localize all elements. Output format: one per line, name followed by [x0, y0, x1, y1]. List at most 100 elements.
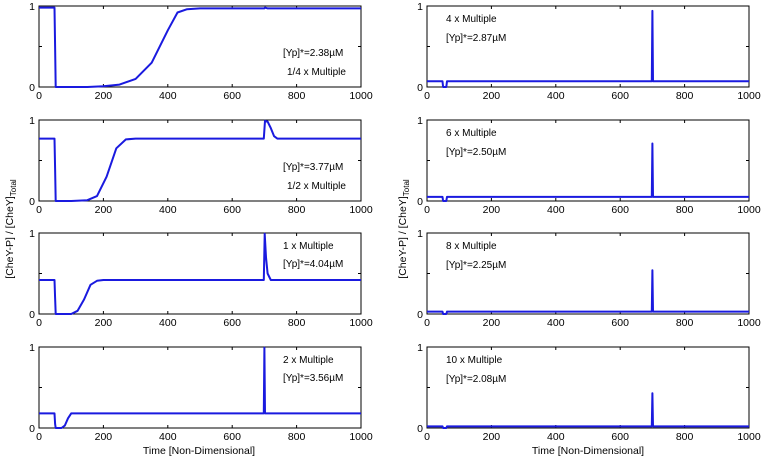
- subplot: 0 200 400 600 800 1000 0 1 6 x Multiple [Yp]*=2.5…: [417, 115, 761, 216]
- subplot: 0 200 400 600 800 1000 0 1 [Yp]*=3.56µM 2 x Multi…: [29, 342, 373, 443]
- y-tick-label: 0: [29, 196, 35, 208]
- y-tick-label: 1: [29, 342, 35, 354]
- y-tick-label: 1: [29, 228, 35, 240]
- plot-area: [426, 232, 750, 315]
- x-tick-label: 800: [676, 317, 694, 329]
- x-tick-label: 600: [611, 317, 629, 329]
- x-tick-label: 800: [288, 317, 306, 329]
- steady-state-label: [Yp]*=4.04µM: [283, 259, 343, 270]
- y-tick-label: 1: [417, 342, 423, 354]
- subplot: 0 200 400 600 800 1000 0 1 8 x Multiple [Yp]*=2.2…: [417, 228, 761, 329]
- x-tick-label: 1000: [737, 431, 761, 443]
- x-tick-label: 200: [483, 90, 501, 102]
- plot-area: [426, 119, 750, 202]
- y-axis-label-right: [CheY-P] / [CheY]Total: [397, 179, 411, 279]
- series-line-cheyp: [39, 6, 361, 88]
- y-axis-label-left: [CheY-P] / [CheY]Total: [4, 179, 18, 279]
- y-tick-label: 1: [417, 115, 423, 127]
- x-tick-label: 600: [223, 90, 241, 102]
- subplot: 0 200 400 600 800 1000 0 1 4 x Multiple [Yp]*=2.8…: [417, 1, 761, 102]
- steady-state-label: [Yp]*=2.87µM: [446, 33, 506, 44]
- plot-area: [38, 119, 362, 202]
- x-tick-label: 1000: [737, 204, 761, 216]
- steady-state-label: [Yp]*=2.25µM: [446, 260, 506, 271]
- plot-area: [426, 346, 750, 429]
- x-tick-label: 200: [95, 317, 113, 329]
- x-tick-label: 200: [483, 204, 501, 216]
- multiple-label: 6 x Multiple: [446, 128, 497, 139]
- x-tick-label: 400: [159, 317, 177, 329]
- x-tick-label: 200: [95, 204, 113, 216]
- x-tick-label: 800: [288, 431, 306, 443]
- x-tick-label: 800: [676, 90, 694, 102]
- series-line-cheyp: [427, 269, 749, 315]
- multiple-label: 2 x Multiple: [283, 355, 334, 366]
- x-tick-label: 400: [547, 90, 565, 102]
- x-tick-label: 0: [36, 90, 42, 102]
- plot-area: [426, 5, 750, 88]
- x-tick-label: 600: [611, 431, 629, 443]
- steady-state-label: [Yp]*=2.08µM: [446, 374, 506, 385]
- series-line-cheyp: [427, 392, 749, 429]
- x-tick-label: 600: [611, 90, 629, 102]
- y-tick-label: 1: [29, 115, 35, 127]
- x-tick-label: 0: [424, 204, 430, 216]
- series-line-cheyp: [39, 346, 361, 429]
- x-tick-label: 0: [36, 317, 42, 329]
- y-tick-label: 0: [417, 423, 423, 435]
- x-tick-label: 200: [483, 317, 501, 329]
- x-tick-label: 400: [547, 317, 565, 329]
- x-tick-label: 200: [95, 431, 113, 443]
- x-tick-label: 600: [223, 431, 241, 443]
- multiple-label: 4 x Multiple: [446, 14, 497, 25]
- multiple-label: 10 x Multiple: [446, 355, 503, 366]
- multiple-label: 1 x Multiple: [283, 241, 334, 252]
- x-tick-label: 0: [424, 317, 430, 329]
- series-line-cheyp: [39, 119, 361, 202]
- x-tick-label: 400: [159, 431, 177, 443]
- x-tick-label: 200: [483, 431, 501, 443]
- steady-state-label: [Yp]*=3.77µM: [283, 162, 343, 173]
- subplot: 0 200 400 600 800 1000 0 1 [Yp]*=3.77µM 1/2 x Mul…: [29, 115, 373, 216]
- x-tick-label: 800: [676, 431, 694, 443]
- x-tick-label: 400: [159, 90, 177, 102]
- x-tick-label: 400: [159, 204, 177, 216]
- x-tick-label: 400: [547, 204, 565, 216]
- x-tick-label: 600: [223, 204, 241, 216]
- x-tick-label: 1000: [349, 90, 373, 102]
- y-tick-label: 1: [29, 1, 35, 13]
- steady-state-label: [Yp]*=2.50µM: [446, 147, 506, 158]
- y-tick-label: 0: [29, 309, 35, 321]
- x-tick-label: 1000: [349, 431, 373, 443]
- x-tick-label: 800: [288, 204, 306, 216]
- subplot: 0 200 400 600 800 1000 0 1 [Yp]*=4.04µM 1 x Multi…: [29, 228, 373, 329]
- y-tick-label: 0: [417, 309, 423, 321]
- y-axis-label-main: [CheY-P] / [CheY]: [397, 196, 409, 279]
- plot-area: [38, 5, 362, 88]
- x-tick-label: 0: [36, 204, 42, 216]
- multiple-label: 1/2 x Multiple: [287, 181, 346, 192]
- steady-state-label: [Yp]*=2.38µM: [283, 48, 343, 59]
- multiple-label: 1/4 x Multiple: [287, 67, 346, 78]
- y-tick-label: 1: [417, 228, 423, 240]
- x-tick-label: 1000: [349, 204, 373, 216]
- subplot: 0 200 400 600 800 1000 0 1 10 x Multiple [Yp]*=2.…: [417, 342, 761, 443]
- series-line-cheyp: [39, 232, 361, 315]
- plot-area: [38, 232, 362, 315]
- x-tick-label: 400: [547, 431, 565, 443]
- multiple-label: 8 x Multiple: [446, 241, 497, 252]
- y-axis-label-main: [CheY-P] / [CheY]: [4, 196, 16, 279]
- y-tick-label: 1: [417, 1, 423, 13]
- subplot: 0 200 400 600 800 1000 0 1 [Yp]*=2.38µM 1/4 x Mul…: [29, 1, 373, 102]
- y-axis-label-subscript: Total: [9, 179, 18, 196]
- x-tick-label: 800: [676, 204, 694, 216]
- x-tick-label: 1000: [349, 317, 373, 329]
- x-axis-label-right: Time [Non-Dimensional]: [532, 445, 644, 457]
- x-tick-label: 0: [36, 431, 42, 443]
- x-tick-label: 200: [95, 90, 113, 102]
- series-line-cheyp: [427, 9, 749, 88]
- x-tick-label: 600: [611, 204, 629, 216]
- x-tick-label: 0: [424, 90, 430, 102]
